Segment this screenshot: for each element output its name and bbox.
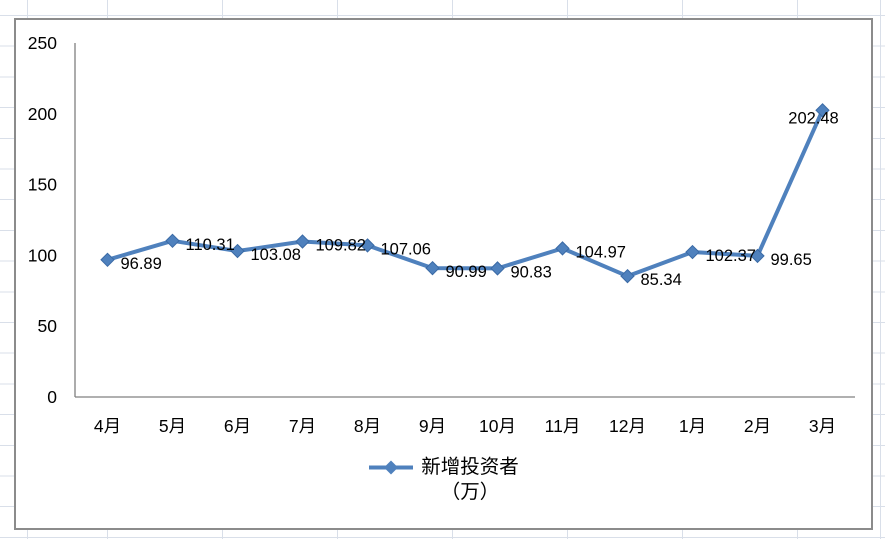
x-axis-category-label: 8月 (354, 416, 381, 436)
data-label: 109.82 (316, 236, 366, 254)
y-axis-tick-label: 250 (28, 33, 57, 53)
data-label: 103.08 (251, 246, 301, 264)
data-label: 85.34 (641, 271, 682, 289)
legend-label: 新增投资者 （万） (421, 455, 519, 505)
data-point-marker[interactable] (750, 248, 765, 264)
plot-area: 0 50 100 150 200 250 4月 5月 6月 7月 8月 9月 10月 11月 12月 1月 2月… (28, 33, 855, 436)
legend-label-line2: （万） (440, 481, 500, 503)
y-axis-tick-label: 0 (47, 387, 57, 407)
y-axis-tick-label: 200 (28, 104, 57, 124)
data-label: 90.83 (511, 263, 552, 281)
x-axis-category-label: 1月 (679, 416, 706, 436)
data-label: 90.99 (446, 263, 487, 281)
data-point-marker[interactable] (490, 261, 505, 276)
y-axis-tick-label: 100 (28, 245, 57, 265)
x-axis-category-label: 3月 (809, 416, 836, 436)
data-label: 110.31 (186, 236, 235, 254)
x-axis-category-label: 2月 (744, 416, 771, 436)
data-point-marker[interactable] (165, 233, 180, 249)
data-label: 104.97 (576, 243, 626, 261)
chart-area[interactable]: 0 50 100 150 200 250 4月 5月 6月 7月 8月 9月 10月 11月 12月 1月 2月… (14, 18, 873, 530)
data-point-marker[interactable] (425, 260, 440, 276)
sheet-column-gridline (880, 0, 881, 539)
x-axis-category-label: 10月 (479, 416, 516, 436)
x-axis-category-label: 11月 (545, 416, 581, 436)
x-axis-category-label: 4月 (94, 416, 121, 436)
x-axis-category-label: 6月 (224, 416, 251, 436)
x-axis-category-label: 7月 (289, 416, 316, 436)
data-label: 107.06 (381, 240, 431, 258)
chart-legend[interactable]: 新增投资者 （万） (16, 455, 871, 505)
y-axis-tick-label: 150 (28, 175, 57, 195)
data-point-marker[interactable] (100, 252, 115, 268)
data-point-marker[interactable] (620, 268, 635, 284)
x-axis-category-label: 9月 (419, 416, 446, 436)
data-label: 96.89 (121, 255, 162, 273)
y-axis-tick-label: 50 (38, 316, 58, 336)
data-point-marker[interactable] (685, 244, 700, 260)
data-label: 102.37 (706, 247, 756, 265)
x-axis-category-label: 12月 (609, 416, 646, 436)
legend-label-line1: 新增投资者 (421, 456, 519, 478)
data-label: 202.48 (788, 109, 838, 127)
data-point-marker[interactable] (555, 241, 570, 256)
legend-line-diamond-icon (369, 460, 414, 475)
series-line[interactable] (105, 108, 825, 279)
x-axis-category-label: 5月 (159, 416, 186, 436)
data-point-marker[interactable] (360, 238, 375, 253)
data-label: 99.65 (771, 251, 812, 269)
data-point-marker[interactable] (295, 234, 310, 249)
data-point-marker[interactable] (815, 103, 830, 118)
data-point-marker[interactable] (230, 243, 245, 259)
